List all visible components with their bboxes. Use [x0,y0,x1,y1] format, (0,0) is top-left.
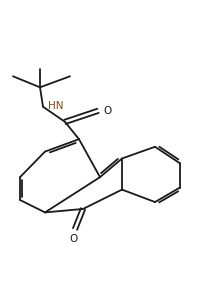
Text: HN: HN [48,101,63,111]
Text: O: O [69,234,77,244]
Text: O: O [103,106,111,116]
